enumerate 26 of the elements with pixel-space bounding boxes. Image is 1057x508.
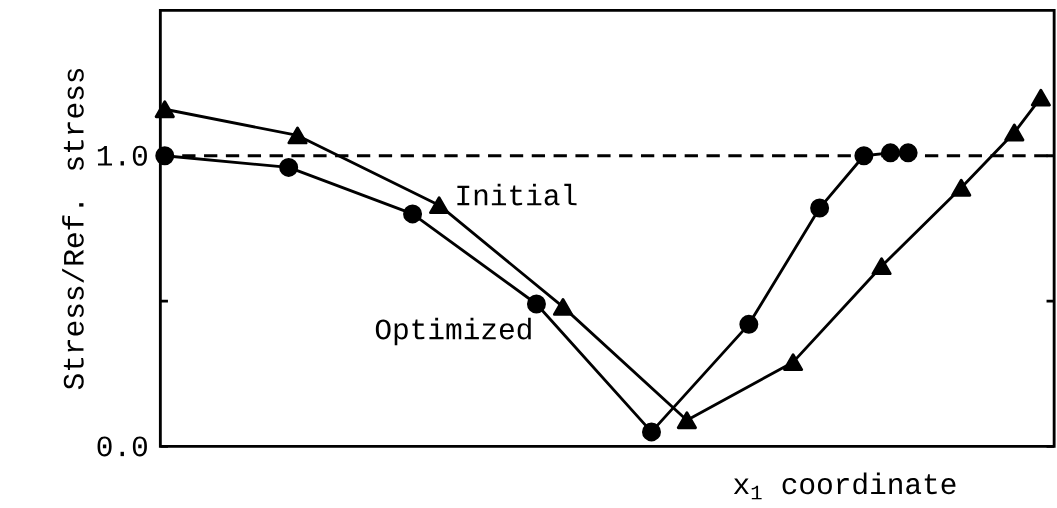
point xyxy=(871,257,892,276)
series-label: Optimized xyxy=(375,317,531,346)
point xyxy=(1004,123,1025,142)
y-axis-title: Stress/Ref. stress xyxy=(62,68,84,390)
point xyxy=(429,196,450,215)
y-tick-label: 1.0 xyxy=(97,145,147,166)
point xyxy=(739,314,759,334)
point xyxy=(810,198,830,218)
point xyxy=(155,146,175,166)
point xyxy=(279,157,299,177)
point xyxy=(403,204,423,224)
series-label: Initial xyxy=(457,183,577,206)
y-tick-label: 0.0 xyxy=(97,436,147,457)
point xyxy=(1030,88,1051,107)
point xyxy=(287,126,308,145)
point xyxy=(526,294,546,314)
point xyxy=(898,143,918,163)
point xyxy=(854,146,874,166)
point xyxy=(154,100,175,119)
x-axis-title: x$_{1}$ coordinate xyxy=(733,472,956,500)
point xyxy=(641,422,661,442)
point xyxy=(783,353,804,371)
point xyxy=(552,297,574,316)
point xyxy=(880,143,900,163)
point xyxy=(676,411,697,430)
point xyxy=(951,178,972,197)
